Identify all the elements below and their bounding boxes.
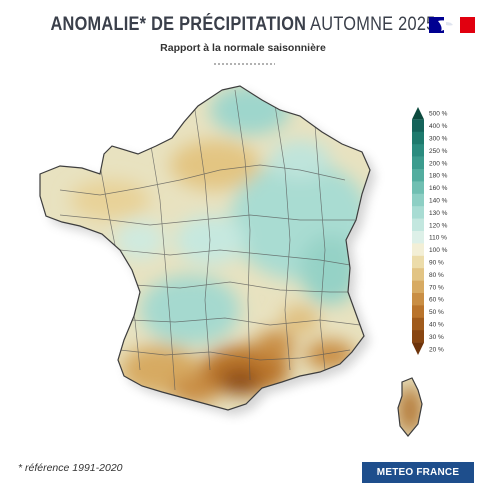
meteo-france-logo: METEO FRANCE xyxy=(362,462,474,483)
legend-swatch xyxy=(412,131,424,145)
legend-swatch xyxy=(412,243,424,257)
title-main: ANOMALIE* DE PRÉCIPITATION xyxy=(50,14,307,35)
legend-label: 180 % xyxy=(429,173,448,180)
map-subtitle: Rapport à la normale saisonnière xyxy=(160,42,326,54)
department-borders xyxy=(59,89,361,391)
legend-swatch xyxy=(412,193,424,207)
legend-swatch xyxy=(412,280,424,294)
legend-label: 300 % xyxy=(429,136,448,143)
anomaly-map xyxy=(39,85,423,437)
legend-label: 130 % xyxy=(429,210,448,217)
legend-swatch xyxy=(412,119,424,133)
legend-swatch xyxy=(412,218,424,232)
legend-label: 160 % xyxy=(429,185,448,192)
france-outline xyxy=(39,85,371,411)
legend-label: 90 % xyxy=(429,260,444,267)
legend-swatch xyxy=(412,206,424,219)
legend-label: 100 % xyxy=(429,247,448,254)
legend-swatch xyxy=(412,317,424,331)
legend-swatch xyxy=(412,156,424,170)
legend-swatch xyxy=(412,293,424,306)
legend-label: 70 % xyxy=(429,284,444,291)
legend-swatch xyxy=(412,255,424,269)
legend-label: 250 % xyxy=(429,148,448,155)
legend-label: 140 % xyxy=(429,198,448,205)
republique-francaise-logo xyxy=(429,17,475,33)
legend-label: 30 % xyxy=(429,334,444,341)
reference-footnote: * référence 1991-2020 xyxy=(18,462,123,474)
legend-swatch xyxy=(412,107,424,120)
legend-label: 110 % xyxy=(429,235,447,242)
legend-label: 120 % xyxy=(429,222,448,229)
legend-swatch xyxy=(412,305,424,319)
legend-label: 60 % xyxy=(429,297,444,304)
legend-label: 20 % xyxy=(429,346,444,353)
title-divider xyxy=(213,63,275,65)
map-title: ANOMALIE* DE PRÉCIPITATION AUTOMNE 2025 xyxy=(34,14,452,36)
legend-swatch xyxy=(412,169,424,182)
legend-swatch xyxy=(412,330,424,343)
color-legend: 500 % 400 % 300 % 250 % 200 % 180 % 160 % 140 %… xyxy=(412,107,448,355)
legend-swatch xyxy=(412,181,424,195)
legend-label: 80 % xyxy=(429,272,444,279)
legend-label: 200 % xyxy=(429,160,448,167)
title-season: AUTOMNE 2025 xyxy=(310,14,436,35)
legend-label: 50 % xyxy=(429,309,444,316)
legend-label: 40 % xyxy=(429,322,444,329)
legend-swatch xyxy=(412,231,424,244)
legend-swatch xyxy=(412,144,424,157)
legend-swatch xyxy=(412,268,424,281)
legend-label: 400 % xyxy=(429,123,448,130)
legend-swatch xyxy=(412,342,424,355)
legend-label: 500 % xyxy=(429,111,448,118)
corsica-outline xyxy=(397,377,423,437)
